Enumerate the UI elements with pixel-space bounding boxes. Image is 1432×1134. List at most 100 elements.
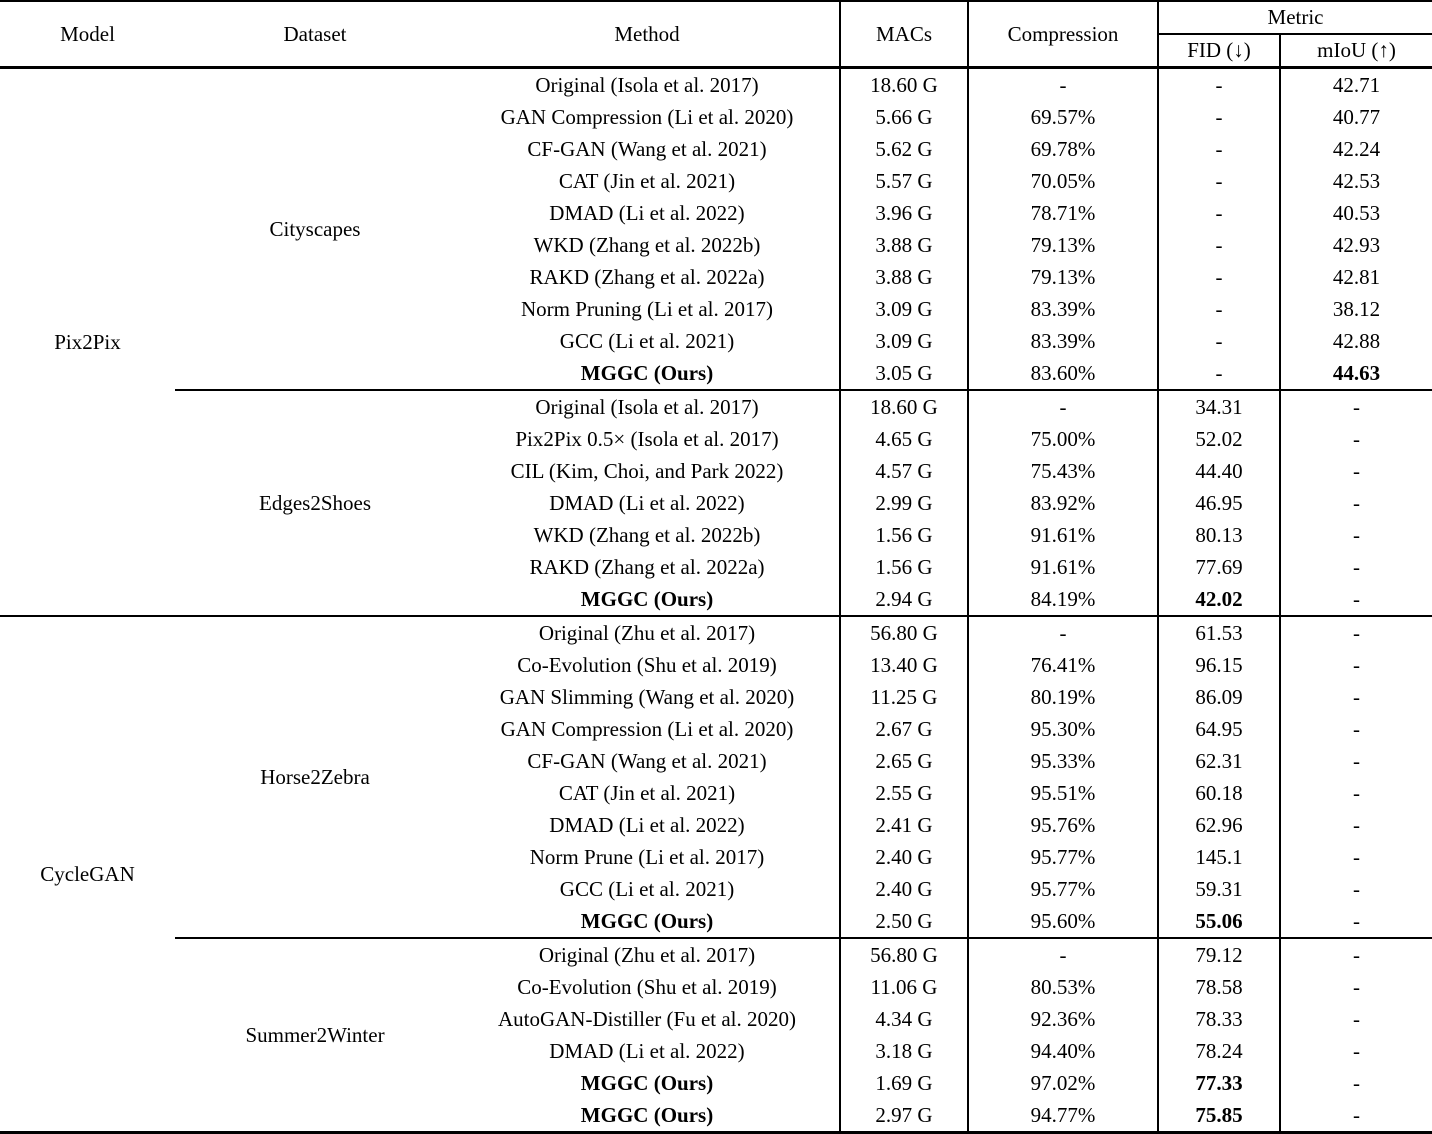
table-row: GCC (Li et al. 2021) 2.40 G 95.77% 59.31- bbox=[0, 873, 1432, 905]
cell-compression: 95.77% bbox=[967, 873, 1158, 905]
cell-compression: 95.33% bbox=[967, 745, 1158, 777]
cell-compression: - bbox=[967, 66, 1158, 101]
cell-compression: 84.19% bbox=[967, 583, 1158, 616]
header-miou: mIoU (↑) bbox=[1278, 34, 1432, 68]
table-row: RAKD (Zhang et al. 2022a) 1.56 G 91.61% 77.… bbox=[0, 551, 1432, 583]
cell-method: MGGC (Ours) bbox=[580, 587, 714, 611]
cell-fid: 34.31 bbox=[1157, 389, 1280, 423]
cell-compression: 76.41% bbox=[967, 649, 1158, 681]
cell-macs: 3.88 G bbox=[839, 261, 968, 293]
cell-compression: 83.92% bbox=[967, 487, 1158, 519]
cell-dataset: Horse2Zebra bbox=[175, 615, 455, 938]
cell-macs: 4.34 G bbox=[839, 1003, 968, 1035]
cell-macs: 13.40 G bbox=[839, 649, 968, 681]
cell-miou: - bbox=[1278, 455, 1432, 487]
cell-compression: 80.53% bbox=[967, 971, 1158, 1003]
cell-method: GCC (Li et al. 2021) bbox=[559, 329, 735, 353]
cell-miou: - bbox=[1278, 615, 1432, 649]
cell-method: WKD (Zhang et al. 2022b) bbox=[533, 523, 761, 547]
cell-fid: - bbox=[1157, 133, 1280, 165]
table-row: AutoGAN-Distiller (Fu et al. 2020) 4.34 G… bbox=[0, 1003, 1432, 1035]
cell-macs: 2.41 G bbox=[839, 809, 968, 841]
cell-miou: - bbox=[1278, 519, 1432, 551]
table-header: Model Dataset Method MACs Compression Me… bbox=[0, 1, 1432, 68]
cell-miou: 38.12 bbox=[1278, 293, 1432, 325]
cell-miou: - bbox=[1278, 841, 1432, 873]
cell-fid: 77.69 bbox=[1157, 551, 1280, 583]
cell-fid: 42.02 bbox=[1157, 583, 1280, 616]
table-row: CAT (Jin et al. 2021) 2.55 G 95.51% 60.18- bbox=[0, 777, 1432, 809]
cell-method: GAN Compression (Li et al. 2020) bbox=[500, 717, 794, 741]
table-row: MGGC (Ours) 3.05 G 83.60% -44.63 bbox=[0, 357, 1432, 390]
header-row-2: FID (↓) mIoU (↑) bbox=[0, 34, 1432, 68]
cell-miou: - bbox=[1278, 777, 1432, 809]
header-macs: MACs bbox=[839, 1, 968, 68]
cell-dataset: Summer2Winter bbox=[175, 937, 455, 1133]
table-row: DMAD (Li et al. 2022) 2.41 G 95.76% 62.96- bbox=[0, 809, 1432, 841]
cell-compression: 79.13% bbox=[967, 229, 1158, 261]
cell-compression: 83.60% bbox=[967, 357, 1158, 390]
cell-fid: - bbox=[1157, 229, 1280, 261]
cell-miou: - bbox=[1278, 681, 1432, 713]
cell-method: GAN Compression (Li et al. 2020) bbox=[500, 105, 794, 129]
cell-method: Original (Isola et al. 2017) bbox=[455, 389, 840, 423]
table-row: DMAD (Li et al. 2022) 3.96 G 78.71% -40.53 bbox=[0, 197, 1432, 229]
cell-compression: 75.00% bbox=[967, 423, 1158, 455]
cell-compression: 95.76% bbox=[967, 809, 1158, 841]
cell-miou: 42.53 bbox=[1278, 165, 1432, 197]
table-row: RAKD (Zhang et al. 2022a) 3.88 G 79.13% -42… bbox=[0, 261, 1432, 293]
cell-macs: 5.57 G bbox=[839, 165, 968, 197]
header-row-1: Model Dataset Method MACs Compression Me… bbox=[0, 1, 1432, 68]
cell-fid: 145.1 bbox=[1157, 841, 1280, 873]
table-row: GAN Slimming (Wang et al. 2020) 11.25 G 80… bbox=[0, 681, 1432, 713]
cell-compression: - bbox=[967, 389, 1158, 423]
cell-compression: 97.02% bbox=[967, 1067, 1158, 1099]
cell-fid: 78.58 bbox=[1157, 971, 1280, 1003]
cell-macs: 1.69 G bbox=[839, 1067, 968, 1099]
cell-fid: - bbox=[1157, 325, 1280, 357]
cell-macs: 18.60 G bbox=[839, 66, 968, 101]
cell-fid: 52.02 bbox=[1157, 423, 1280, 455]
table-row: CF-GAN (Wang et al. 2021) 5.62 G 69.78% -42… bbox=[0, 133, 1432, 165]
table-row: DMAD (Li et al. 2022) 2.99 G 83.92% 46.95- bbox=[0, 487, 1432, 519]
cell-miou: 42.88 bbox=[1278, 325, 1432, 357]
cell-fid: 96.15 bbox=[1157, 649, 1280, 681]
cell-compression: 83.39% bbox=[967, 293, 1158, 325]
header-compression: Compression bbox=[967, 1, 1158, 68]
cell-fid: - bbox=[1157, 261, 1280, 293]
cell-miou: 40.77 bbox=[1278, 101, 1432, 133]
cell-method: GCC (Li et al. 2021) bbox=[559, 877, 735, 901]
cell-fid: - bbox=[1157, 357, 1280, 390]
cell-miou: 42.71 bbox=[1278, 66, 1432, 101]
header-method: Method bbox=[614, 21, 680, 46]
cell-method: Co-Evolution (Shu et al. 2019) bbox=[517, 653, 777, 677]
cell-method: CF-GAN (Wang et al. 2021) bbox=[527, 137, 767, 161]
cell-macs: 1.56 G bbox=[839, 519, 968, 551]
cell-fid: 78.33 bbox=[1157, 1003, 1280, 1035]
cell-method: RAKD (Zhang et al. 2022a) bbox=[529, 265, 765, 289]
cell-method: MGGC (Ours) bbox=[580, 1071, 714, 1095]
cell-method: MGGC (Ours) bbox=[580, 361, 714, 385]
table-row: GCC (Li et al. 2021) 3.09 G 83.39% -42.88 bbox=[0, 325, 1432, 357]
cell-macs: 3.09 G bbox=[839, 293, 968, 325]
cell-macs: 2.99 G bbox=[839, 487, 968, 519]
cell-macs: 2.55 G bbox=[839, 777, 968, 809]
cell-compression: - bbox=[967, 615, 1158, 649]
cell-method: Original (Zhu et al. 2017) bbox=[455, 937, 840, 971]
cell-method: RAKD (Zhang et al. 2022a) bbox=[529, 555, 765, 579]
cell-miou: 42.93 bbox=[1278, 229, 1432, 261]
cell-method: DMAD (Li et al. 2022) bbox=[549, 813, 745, 837]
table-row: Norm Pruning (Li et al. 2017) 3.09 G 83.39… bbox=[0, 293, 1432, 325]
cell-fid: 61.53 bbox=[1157, 615, 1280, 649]
cell-method: AutoGAN-Distiller (Fu et al. 2020) bbox=[497, 1007, 797, 1031]
table-row: GAN Compression (Li et al. 2020) 2.67 G 95… bbox=[0, 713, 1432, 745]
cell-miou: - bbox=[1278, 1067, 1432, 1099]
cell-compression: 79.13% bbox=[967, 261, 1158, 293]
cell-fid: 60.18 bbox=[1157, 777, 1280, 809]
table-row: CF-GAN (Wang et al. 2021) 2.65 G 95.33% 62.… bbox=[0, 745, 1432, 777]
cell-compression: 92.36% bbox=[967, 1003, 1158, 1035]
cell-fid: 44.40 bbox=[1157, 455, 1280, 487]
cell-method: CF-GAN (Wang et al. 2021) bbox=[527, 749, 767, 773]
cell-miou: - bbox=[1278, 1035, 1432, 1067]
cell-miou: 40.53 bbox=[1278, 197, 1432, 229]
